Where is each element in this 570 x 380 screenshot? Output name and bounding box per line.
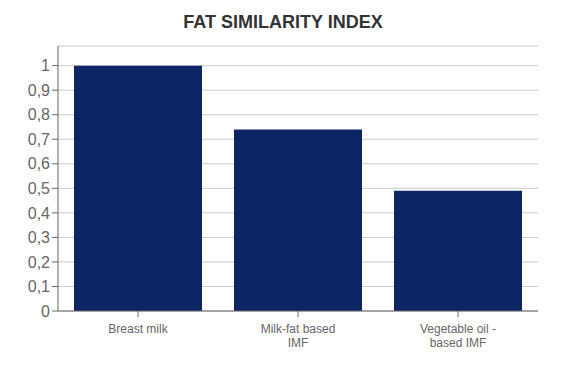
svg-text:1: 1 — [41, 57, 50, 74]
svg-text:Breast milk: Breast milk — [108, 322, 168, 336]
svg-text:0,6: 0,6 — [28, 155, 50, 172]
svg-text:0,1: 0,1 — [28, 278, 50, 295]
svg-text:0,3: 0,3 — [28, 229, 50, 246]
svg-text:0,2: 0,2 — [28, 254, 50, 271]
svg-text:0,5: 0,5 — [28, 180, 50, 197]
svg-text:0,7: 0,7 — [28, 131, 50, 148]
html-text:FAT SIMILARITY INDEX: FAT SIMILARITY INDEX — [183, 12, 383, 32]
svg-text:0,9: 0,9 — [28, 82, 50, 99]
svg-text:Milk-fat basedIMF: Milk-fat basedIMF — [261, 322, 336, 350]
svg-text:Vegetable oil -based IMF: Vegetable oil -based IMF — [420, 322, 496, 350]
svg-text:0: 0 — [41, 303, 50, 320]
svg-text:0,4: 0,4 — [28, 205, 50, 222]
svg-text:0,8: 0,8 — [28, 106, 50, 123]
